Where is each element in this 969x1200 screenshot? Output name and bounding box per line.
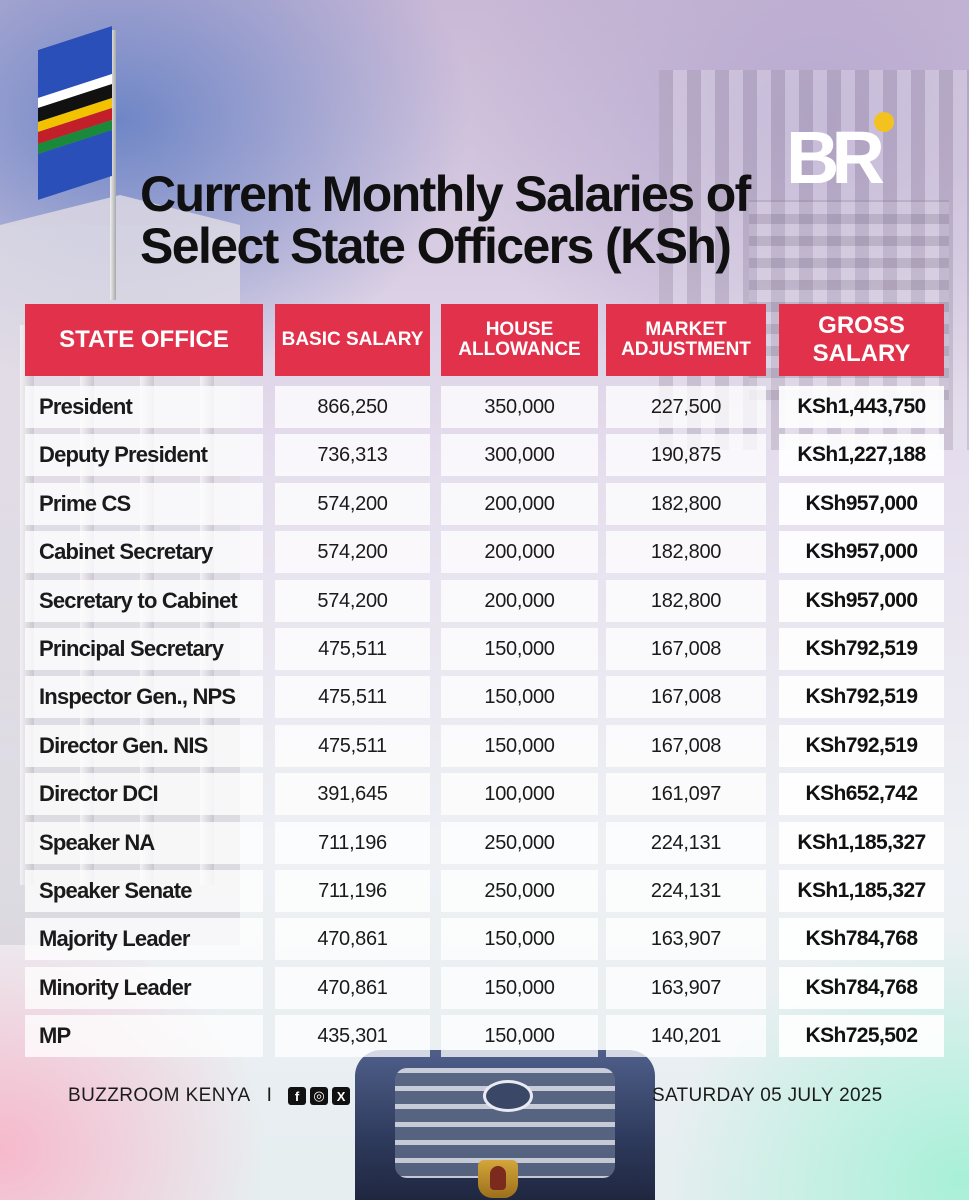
title-line-2: Select State Officers (KSh) (140, 218, 732, 274)
cell-basic-salary: 475,511 (275, 676, 430, 718)
cell-basic-salary: 711,196 (275, 870, 430, 912)
cell-market-adjustment: 161,097 (606, 773, 766, 815)
cell-house-allowance: 100,000 (441, 773, 598, 815)
social-icons: f ◎ X (288, 1087, 351, 1105)
cell-market-adjustment: 140,201 (606, 1015, 766, 1057)
coat-of-arms-icon (478, 1160, 518, 1198)
cell-state-office: Secretary to Cabinet (25, 580, 263, 622)
cell-market-adjustment: 163,907 (606, 967, 766, 1009)
cell-state-office: Deputy President (25, 434, 263, 476)
cell-market-adjustment: 167,008 (606, 676, 766, 718)
source-name: BUZZROOM KENYA (68, 1085, 251, 1106)
footer-source: BUZZROOM KENYA I f ◎ X (68, 1085, 351, 1107)
header-basic-salary: BASIC SALARY (275, 304, 430, 376)
header-gross-salary: GROSS SALARY (779, 304, 944, 376)
cell-state-office: Speaker NA (25, 822, 263, 864)
cell-gross-salary: KSh725,502 (779, 1015, 944, 1057)
header-market-adjustment: MARKET ADJUSTMENT (606, 304, 766, 376)
brand-logo: BR (786, 112, 896, 198)
cell-house-allowance: 200,000 (441, 531, 598, 573)
cell-market-adjustment: 224,131 (606, 822, 766, 864)
cell-gross-salary: KSh652,742 (779, 773, 944, 815)
page-title: Current Monthly Salaries of Select State… (140, 168, 780, 272)
cell-basic-salary: 470,861 (275, 967, 430, 1009)
cell-gross-salary: KSh1,227,188 (779, 434, 944, 476)
cell-house-allowance: 250,000 (441, 870, 598, 912)
cell-house-allowance: 150,000 (441, 628, 598, 670)
cell-market-adjustment: 167,008 (606, 628, 766, 670)
cell-basic-salary: 574,200 (275, 531, 430, 573)
cell-basic-salary: 574,200 (275, 580, 430, 622)
separator: I (266, 1085, 273, 1106)
cell-house-allowance: 150,000 (441, 918, 598, 960)
cell-house-allowance: 200,000 (441, 580, 598, 622)
cell-house-allowance: 150,000 (441, 967, 598, 1009)
cell-gross-salary: KSh1,185,327 (779, 870, 944, 912)
cell-market-adjustment: 182,800 (606, 580, 766, 622)
instagram-icon[interactable]: ◎ (310, 1087, 329, 1105)
footer-date: SATURDAY 05 JULY 2025 (652, 1085, 883, 1106)
cell-gross-salary: KSh957,000 (779, 531, 944, 573)
cell-gross-salary: KSh784,768 (779, 918, 944, 960)
cell-gross-salary: KSh1,185,327 (779, 822, 944, 864)
cell-house-allowance: 300,000 (441, 434, 598, 476)
cell-basic-salary: 435,301 (275, 1015, 430, 1057)
cell-basic-salary: 711,196 (275, 822, 430, 864)
cell-market-adjustment: 190,875 (606, 434, 766, 476)
cell-state-office: Cabinet Secretary (25, 531, 263, 573)
cell-basic-salary: 475,511 (275, 628, 430, 670)
cell-basic-salary: 391,645 (275, 773, 430, 815)
brand-logo-text: BR (786, 116, 885, 199)
cell-house-allowance: 250,000 (441, 822, 598, 864)
header-house-allowance: HOUSE ALLOWANCE (441, 304, 598, 376)
cell-gross-salary: KSh792,519 (779, 628, 944, 670)
brand-logo-dot (874, 112, 894, 132)
cell-state-office: Speaker Senate (25, 870, 263, 912)
cell-basic-salary: 736,313 (275, 434, 430, 476)
cell-gross-salary: KSh792,519 (779, 676, 944, 718)
cell-market-adjustment: 182,800 (606, 531, 766, 573)
cell-state-office: Majority Leader (25, 918, 263, 960)
cell-house-allowance: 150,000 (441, 1015, 598, 1057)
cell-state-office: Prime CS (25, 483, 263, 525)
cell-basic-salary: 470,861 (275, 918, 430, 960)
cell-gross-salary: KSh1,443,750 (779, 386, 944, 428)
cell-market-adjustment: 227,500 (606, 386, 766, 428)
cell-house-allowance: 150,000 (441, 676, 598, 718)
cell-state-office: Director DCI (25, 773, 263, 815)
cell-basic-salary: 475,511 (275, 725, 430, 767)
cell-gross-salary: KSh792,519 (779, 725, 944, 767)
title-line-1: Current Monthly Salaries of (140, 166, 751, 222)
cell-market-adjustment: 182,800 (606, 483, 766, 525)
x-icon[interactable]: X (332, 1087, 351, 1105)
cell-house-allowance: 350,000 (441, 386, 598, 428)
vehicle-image (355, 1050, 655, 1200)
cell-state-office: Minority Leader (25, 967, 263, 1009)
cell-basic-salary: 866,250 (275, 386, 430, 428)
cell-state-office: Inspector Gen., NPS (25, 676, 263, 718)
cell-house-allowance: 150,000 (441, 725, 598, 767)
cell-gross-salary: KSh957,000 (779, 580, 944, 622)
cell-market-adjustment: 167,008 (606, 725, 766, 767)
cell-state-office: Director Gen. NIS (25, 725, 263, 767)
cell-state-office: MP (25, 1015, 263, 1057)
cell-market-adjustment: 163,907 (606, 918, 766, 960)
cell-basic-salary: 574,200 (275, 483, 430, 525)
car-logo-icon (483, 1080, 533, 1112)
flag-icon (38, 25, 112, 200)
cell-state-office: President (25, 386, 263, 428)
cell-gross-salary: KSh957,000 (779, 483, 944, 525)
cell-state-office: Principal Secretary (25, 628, 263, 670)
flagpole (110, 30, 116, 300)
cell-market-adjustment: 224,131 (606, 870, 766, 912)
header-state-office: STATE OFFICE (25, 304, 263, 376)
cell-house-allowance: 200,000 (441, 483, 598, 525)
facebook-icon[interactable]: f (288, 1087, 307, 1105)
cell-gross-salary: KSh784,768 (779, 967, 944, 1009)
